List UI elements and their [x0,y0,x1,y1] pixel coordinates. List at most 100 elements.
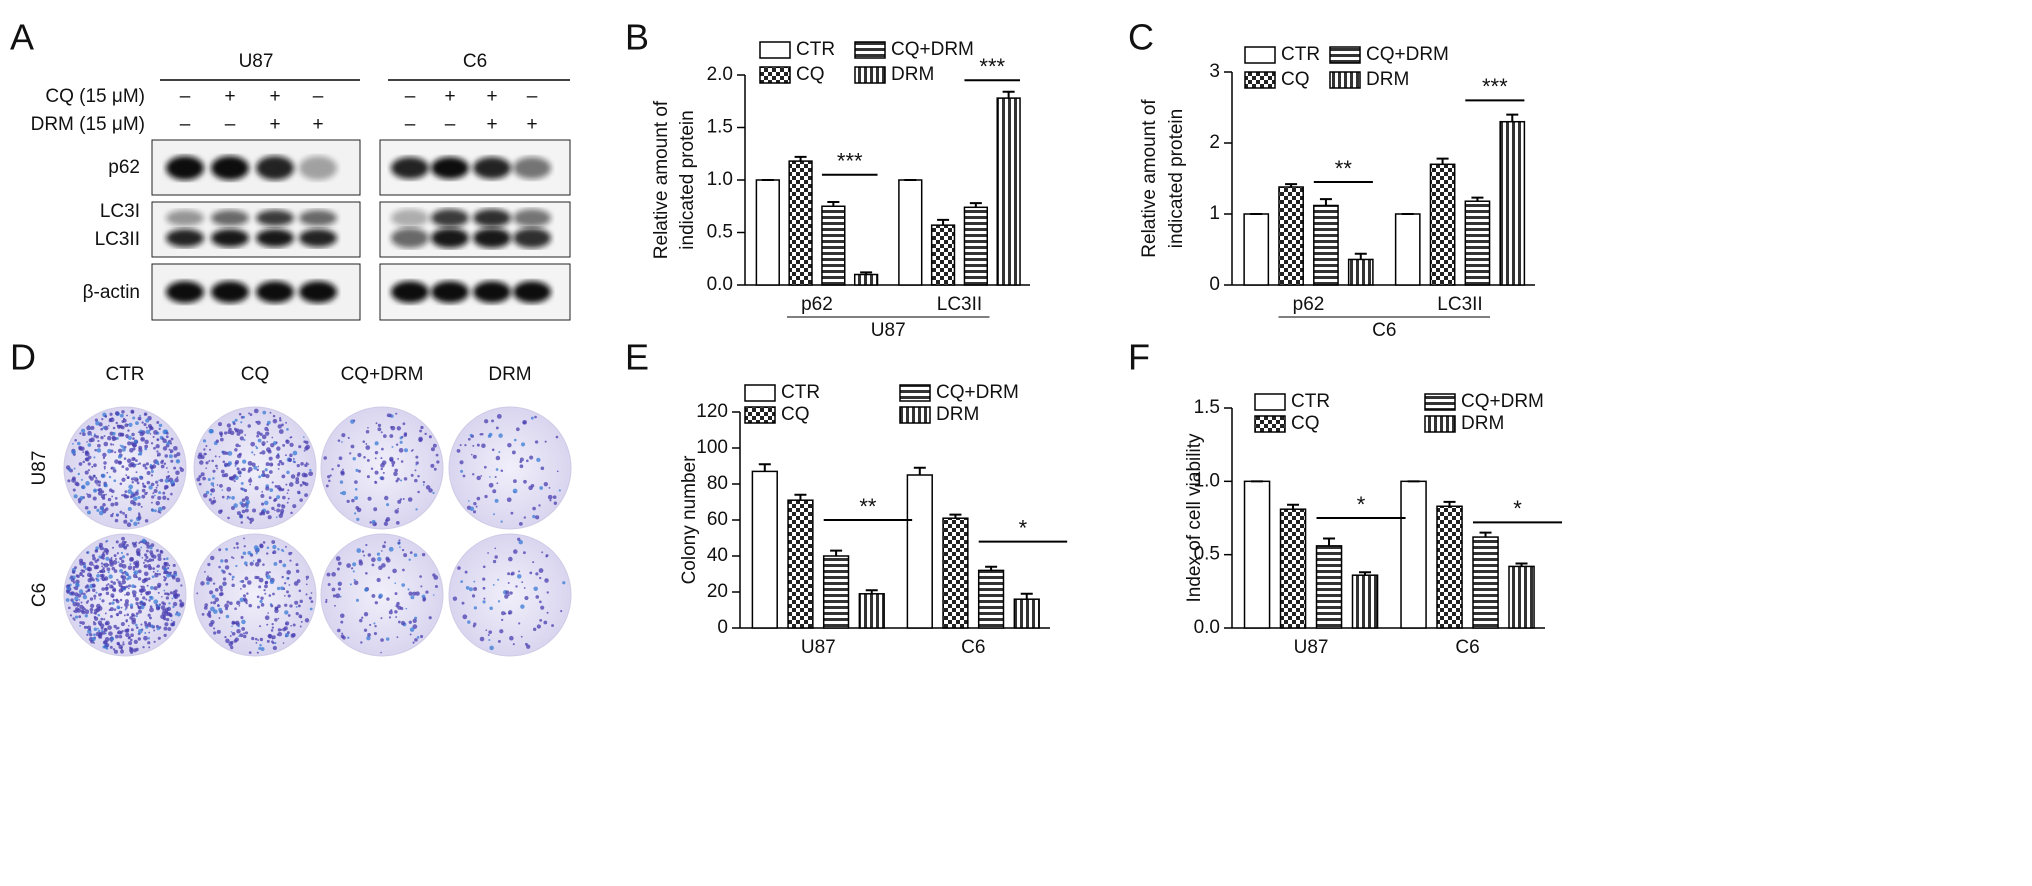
colony-dot [120,551,124,555]
colony-dot [79,495,84,501]
colony-dot [276,446,281,451]
colony-dot [476,496,481,501]
colony-dot [261,441,266,446]
legend-swatch [744,384,776,402]
colony-dot [213,627,216,630]
colony-dot [221,495,225,499]
colony-dot [131,432,135,437]
colony-dot [216,467,218,470]
colony-dot [407,497,413,502]
colony-dot [93,642,95,644]
colony-dot [161,459,164,463]
colony-dot [93,463,97,468]
colony-dot [292,460,296,463]
legend-swatch [1244,71,1276,89]
colony-dot [93,565,98,570]
colony-dot [256,576,260,580]
protein-label: β-actin [83,282,140,303]
colony-dot [552,495,557,499]
colony-dot [260,493,265,499]
colony-dot [149,433,152,435]
colony-dot [253,453,256,456]
colony-dot [218,585,223,590]
colony-dot [148,485,153,490]
colony-dot [385,517,391,522]
significance-label: * [1357,492,1366,517]
colony-dot [86,551,89,554]
colony-dot [107,424,110,427]
colony-dot [148,646,151,649]
y-axis-label: Relative amount of [651,100,672,259]
colony-dot [78,500,81,504]
colony-dot [138,418,141,421]
colony-dot [259,451,262,455]
colony-dot [288,584,291,586]
colony-dot [470,453,473,456]
colony-dot [487,552,489,554]
colony-dot [460,580,464,584]
colony-dot [107,497,112,502]
colony-dot [72,488,76,492]
colony-dot [272,641,275,645]
colony-dot [84,457,89,462]
colony-dot [255,641,258,644]
colony-dot [205,444,208,448]
colony-dot [412,591,417,596]
colony-dot [154,509,157,513]
colony-dot [140,505,143,508]
colony-dot [289,559,292,562]
colony-dot [415,591,420,596]
colony-dot [105,556,110,561]
colony-dot [299,599,303,604]
colony-dot [89,597,94,601]
colony-dot [398,539,401,542]
colony-dot [303,450,306,452]
significance-label: *** [979,54,1005,79]
error-bar [1471,196,1484,202]
colony-dot [113,649,118,654]
colony-dot [171,597,174,600]
colony-dot [268,456,273,461]
legend-swatch [1329,71,1361,89]
colony-dot [382,544,386,549]
legend-label: CTR [1291,391,1330,412]
legend-swatch [1424,415,1456,433]
colony-dot [380,550,383,552]
colony-dot [359,618,363,623]
colony-dot [127,506,132,511]
colony-dot [305,462,308,465]
colony-dot [114,459,119,464]
colony-dot [475,505,478,508]
colony-dot [93,433,96,436]
colony-dot [398,448,404,453]
colony-dot [274,608,279,614]
colony-dot [165,557,169,560]
colony-dot [208,610,212,614]
colony-dot [232,422,236,426]
colony-dot [105,647,109,650]
colony-dot [82,606,85,609]
y-tick-label: 1.5 [707,117,733,138]
colony-dot [237,470,242,475]
colony-dot [523,587,526,589]
colony-dot [110,514,114,518]
colony-dot [121,494,124,497]
colony-dot [98,510,104,516]
colony-dot [125,467,129,471]
colony-dot [335,593,341,599]
colony-dot [417,490,420,494]
colony-dot [363,628,368,632]
colony-dot [262,443,265,447]
colony-dot [88,569,91,572]
colony-dot [130,477,135,481]
colony-dot [102,452,107,458]
band [166,156,204,180]
y-tick-label: 0 [1209,274,1220,295]
colony-dot [111,566,116,571]
colony-dot [243,545,246,548]
colony-dot [96,558,100,562]
y-tick-label: 120 [696,401,728,422]
colony-dot [239,597,245,603]
colony-dot [428,435,432,439]
colony-dot [284,545,287,548]
